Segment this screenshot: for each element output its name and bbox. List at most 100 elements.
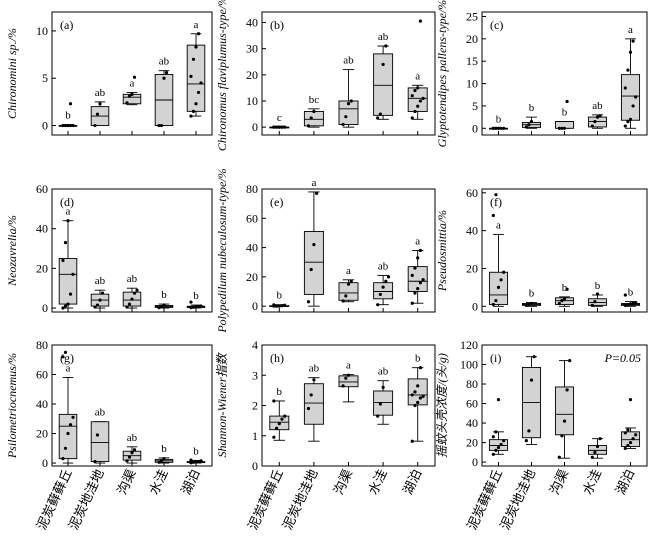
x-category-label: 沟渠 <box>114 467 139 497</box>
data-point <box>280 125 284 129</box>
data-point <box>93 459 97 464</box>
data-point <box>312 243 316 247</box>
data-point <box>491 126 495 130</box>
data-point <box>162 303 166 307</box>
y-tick-label: 0 <box>252 299 258 313</box>
significance-letter: b <box>529 288 535 300</box>
data-point <box>199 459 203 463</box>
significance-letter: ab <box>127 432 138 444</box>
y-axis-label: Neozavrelia/% <box>5 215 19 287</box>
data-point <box>565 388 569 392</box>
data-point <box>309 267 313 272</box>
box-3: ab <box>122 273 142 309</box>
box-2: ab <box>90 275 110 309</box>
data-point <box>381 285 385 289</box>
data-point <box>626 302 630 307</box>
data-point <box>127 455 132 459</box>
box-5: a <box>186 19 206 118</box>
box-4: ab <box>154 56 174 128</box>
iqr-box <box>58 257 78 305</box>
significance-letter: a <box>346 265 351 277</box>
data-point <box>494 448 498 452</box>
data-point <box>378 292 382 297</box>
significance-letter: b <box>65 110 71 122</box>
y-tick-label: 20 <box>466 261 478 275</box>
data-point <box>283 414 287 418</box>
significance-letter: a <box>130 77 135 89</box>
data-point <box>191 460 196 464</box>
y-tick-label: 0 <box>472 299 478 313</box>
box-3: ab <box>122 432 142 464</box>
box-5: b <box>407 353 428 443</box>
box-2: b <box>521 288 542 307</box>
data-point <box>189 458 193 462</box>
y-tick-label: 20 <box>246 68 258 82</box>
y-axis-label: 摇蚊头壳浓度/(头/g) <box>435 353 449 458</box>
data-point <box>565 287 569 291</box>
box-5: b <box>186 290 206 310</box>
significance-letter: b <box>595 280 601 292</box>
data-point <box>283 125 287 129</box>
data-point <box>306 124 311 128</box>
data-point <box>626 443 630 448</box>
iqr-box <box>373 53 394 116</box>
significance-letter: c <box>277 112 282 124</box>
data-point <box>416 400 420 405</box>
data-point <box>344 115 348 119</box>
significance-letter: ab <box>127 273 138 285</box>
significance-letter: b <box>277 386 283 398</box>
iqr-box <box>303 110 324 127</box>
data-point <box>61 355 65 359</box>
significance-letter: b <box>277 290 283 302</box>
data-point <box>631 39 635 43</box>
iqr-box <box>338 100 359 125</box>
iqr-box <box>58 413 78 460</box>
box-4: ab <box>373 260 394 307</box>
data-point <box>189 306 193 310</box>
data-point <box>68 292 73 296</box>
data-point <box>496 285 501 289</box>
data-point <box>162 457 166 461</box>
data-point <box>598 114 602 118</box>
data-point <box>491 435 495 439</box>
significance-letter: ab <box>95 407 106 419</box>
y-tick-label: 25 <box>466 9 478 23</box>
box-1: c <box>269 112 290 129</box>
data-point <box>527 123 531 127</box>
iqr-box <box>186 44 206 112</box>
box-2: ab <box>90 407 110 464</box>
data-point <box>309 116 313 120</box>
data-point <box>628 50 633 54</box>
data-point <box>95 303 100 307</box>
data-point <box>381 62 385 66</box>
y-axis-label: Polypedilum nubeculosum-type/% <box>215 168 229 333</box>
data-point <box>529 119 534 124</box>
iqr-box <box>407 266 428 292</box>
data-point <box>130 451 134 455</box>
data-point <box>66 302 70 306</box>
x-category-label: 湖泊 <box>613 467 638 497</box>
box-5 <box>620 398 641 451</box>
box-3: a <box>338 265 359 303</box>
data-point <box>491 213 495 218</box>
y-tick-label: 40 <box>36 222 48 236</box>
data-point <box>410 439 414 443</box>
data-point <box>628 302 633 306</box>
data-point <box>93 123 97 128</box>
data-point <box>280 304 284 308</box>
significance-letter: b <box>562 282 568 294</box>
y-axis-label: Glyptotendipes pallens-type/% <box>435 0 449 147</box>
data-point <box>421 394 425 399</box>
panel-c: 0 5 10 15 20 25 (c) Glyptotendipes pallens-type… <box>435 0 648 147</box>
data-point <box>410 301 414 305</box>
data-point <box>376 303 380 307</box>
data-point <box>189 114 193 118</box>
data-point <box>71 272 75 276</box>
data-point <box>595 444 600 449</box>
box-2: ab <box>90 87 110 128</box>
data-point <box>598 437 602 441</box>
data-point <box>378 402 382 406</box>
x-category-label: 泥炭藓藓丘 <box>245 467 286 532</box>
